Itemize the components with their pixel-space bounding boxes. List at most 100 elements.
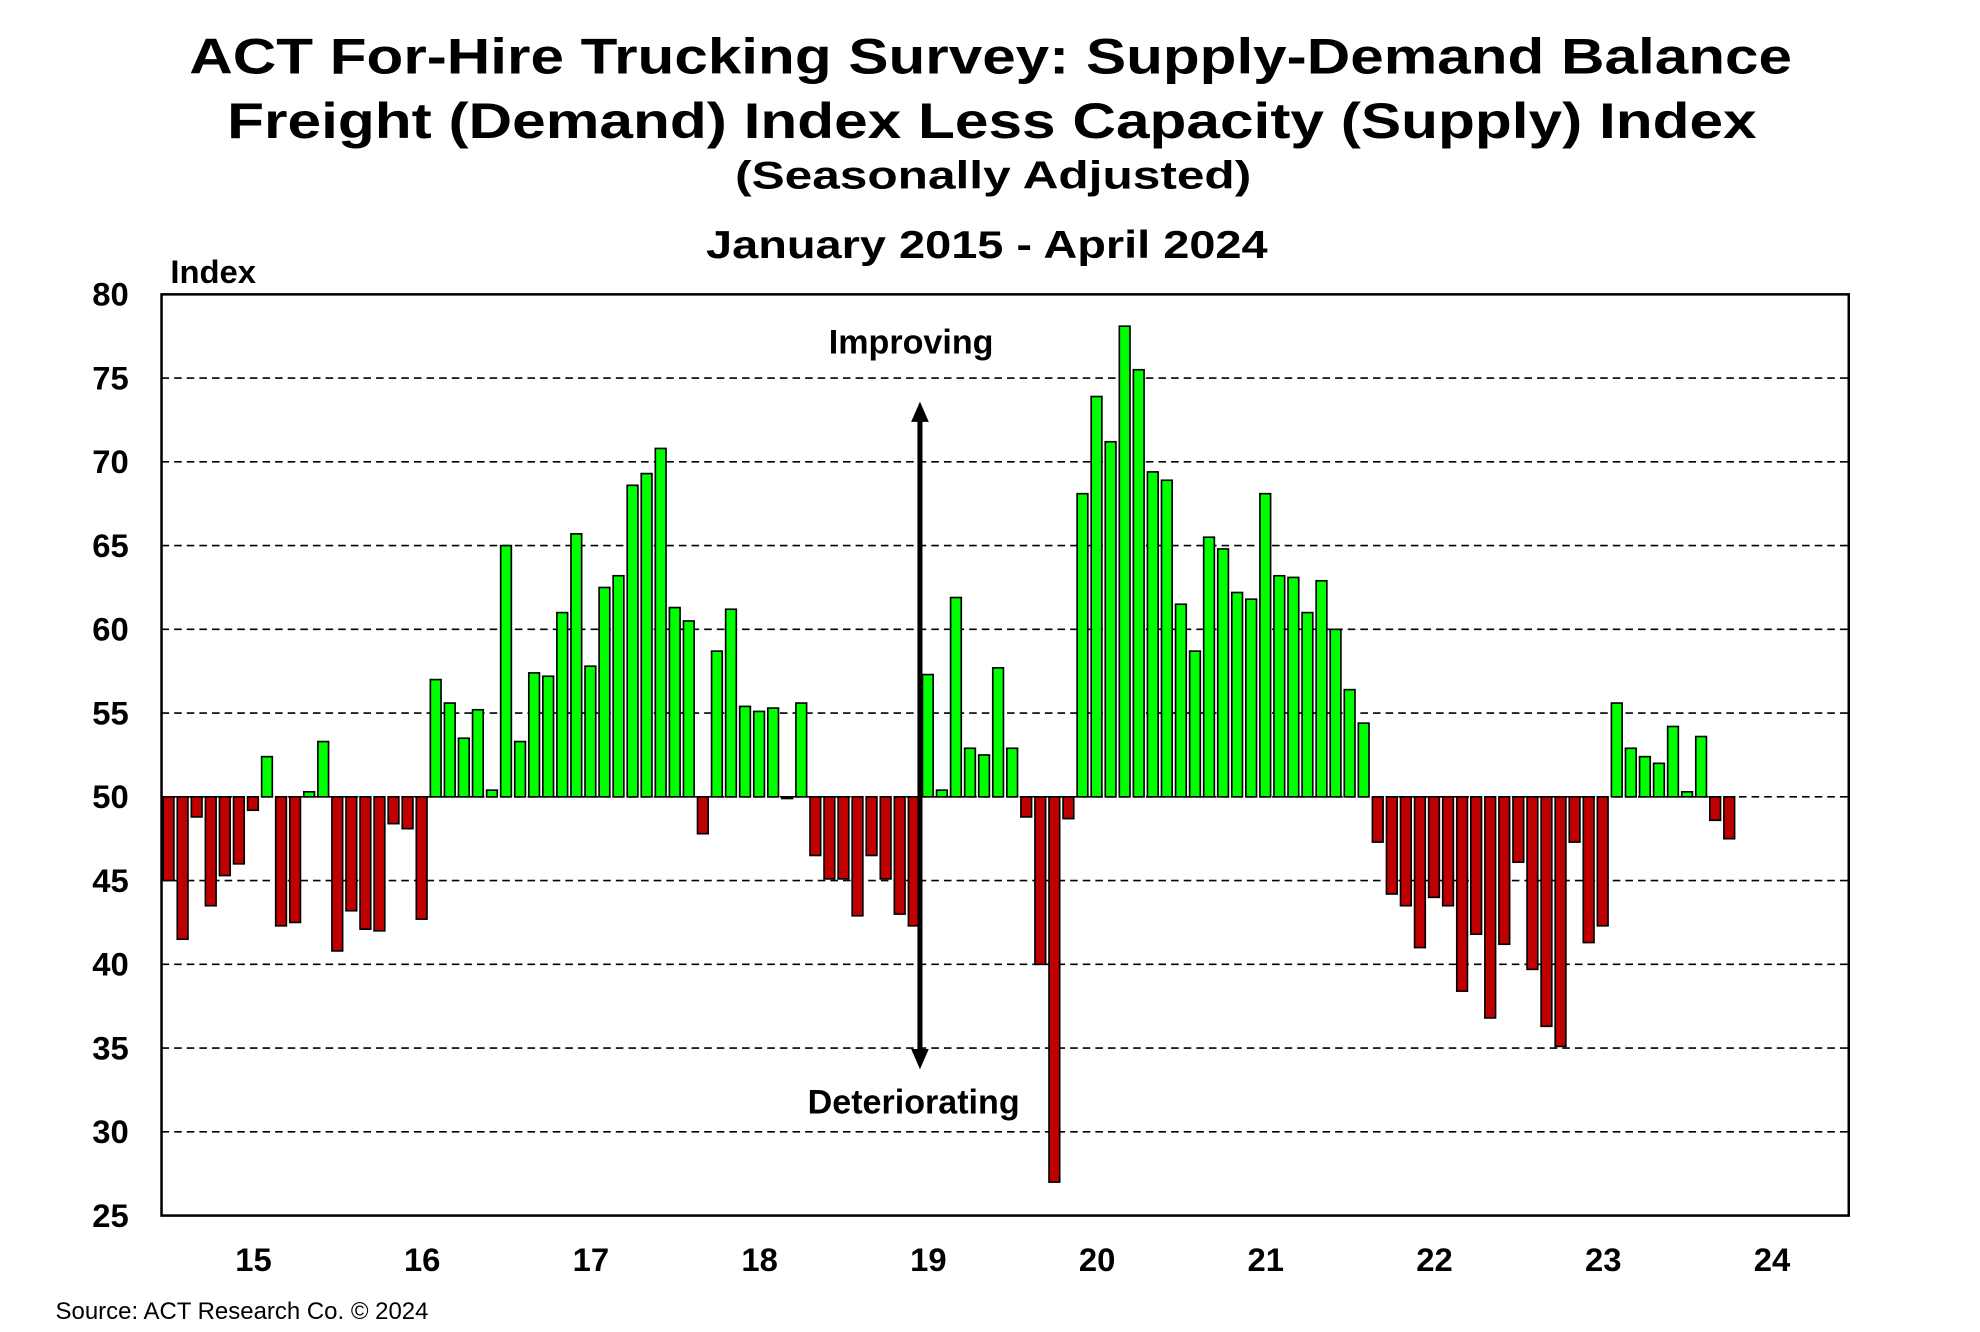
bar [963, 747, 977, 798]
bar [317, 740, 330, 798]
x-tick-label: 22 [1416, 1241, 1452, 1278]
bar [1638, 755, 1652, 798]
x-tick-label: 20 [1079, 1241, 1115, 1278]
bar [331, 796, 344, 952]
y-tick-label: 40 [92, 946, 128, 983]
bar [879, 796, 892, 880]
bar [1160, 479, 1173, 798]
bar [1118, 325, 1131, 798]
bar [977, 754, 991, 798]
bar [654, 447, 667, 798]
bar [1469, 796, 1483, 936]
bar [682, 620, 695, 798]
bar [218, 796, 231, 877]
bar [766, 707, 780, 798]
bar [387, 796, 400, 825]
bar [204, 796, 217, 907]
bar [1048, 796, 1061, 1183]
bar [1568, 796, 1581, 843]
bar [443, 702, 456, 798]
bar [415, 796, 428, 920]
bar [1512, 796, 1525, 863]
bar [1216, 548, 1230, 798]
bar [471, 708, 485, 798]
bar [851, 796, 864, 917]
bar [1498, 796, 1511, 946]
bar [1666, 725, 1680, 798]
bar [1146, 471, 1159, 798]
y-tick-label: 80 [92, 276, 128, 313]
bar [485, 789, 499, 798]
y-tick-label: 70 [92, 443, 128, 480]
bar [302, 790, 316, 798]
bar [1315, 579, 1328, 798]
y-tick-label: 30 [92, 1113, 128, 1150]
bar [162, 796, 175, 882]
bar [1174, 603, 1188, 798]
bar [1624, 747, 1637, 798]
bar [710, 650, 724, 798]
x-tick-labels: 15 16 17 18 19 20 21 22 23 24 [235, 1241, 1791, 1278]
annotation-improving: Improving [829, 324, 994, 362]
bar [1652, 762, 1666, 798]
bar [1343, 688, 1356, 798]
bar [1709, 796, 1722, 822]
bar [823, 796, 836, 880]
bar [288, 796, 302, 924]
bar [527, 672, 541, 798]
bar [246, 796, 260, 812]
bar [1399, 796, 1413, 907]
arrow-up-icon [911, 401, 929, 422]
bar [1034, 796, 1047, 966]
arrow-down-icon [911, 1049, 929, 1070]
bar [1202, 536, 1216, 798]
bar [345, 796, 358, 912]
bar [1371, 796, 1384, 843]
bar [190, 796, 203, 818]
bar [1413, 796, 1427, 949]
bar [556, 611, 569, 798]
bar [626, 484, 639, 798]
bar [1441, 796, 1455, 907]
bar [1723, 796, 1736, 840]
bar [612, 574, 625, 798]
x-tick-label: 19 [910, 1241, 946, 1278]
y-tick-label: 35 [92, 1029, 128, 1066]
bar [1287, 576, 1300, 798]
bar [457, 737, 470, 798]
bar [1259, 492, 1272, 798]
bar [359, 796, 372, 930]
y-tick-labels: 80 75 70 65 60 55 50 45 40 35 30 25 [92, 276, 128, 1234]
bar [1104, 440, 1117, 798]
bars [162, 325, 1736, 1183]
bar [1245, 598, 1258, 798]
x-tick-label: 15 [235, 1241, 271, 1278]
bar [1484, 796, 1497, 1019]
bar [893, 796, 906, 915]
y-tick-label: 55 [92, 694, 128, 731]
bar [640, 472, 653, 798]
bar [949, 596, 963, 798]
bar [1357, 722, 1370, 798]
plot-frame [160, 293, 1851, 1217]
bar [837, 796, 850, 880]
bar [274, 796, 288, 927]
bar [1680, 790, 1694, 798]
bar [1132, 368, 1145, 798]
bar [401, 796, 414, 830]
x-tick-label: 18 [741, 1241, 777, 1278]
x-tick-label: 16 [404, 1241, 440, 1278]
bar [584, 665, 597, 798]
y-tick-label: 60 [92, 611, 128, 648]
bar [991, 667, 1005, 798]
bar [696, 796, 710, 835]
bar [1062, 796, 1075, 820]
bar [668, 606, 681, 798]
bar [795, 702, 808, 798]
bar [1090, 395, 1103, 798]
annotation-deteriorating: Deteriorating [808, 1083, 1020, 1121]
chart-title-line2: Freight (Demand) Index Less Capacity (Su… [227, 92, 1756, 149]
chart-title: ACT For-Hire Trucking Survey: Supply-Dem… [189, 28, 1792, 85]
